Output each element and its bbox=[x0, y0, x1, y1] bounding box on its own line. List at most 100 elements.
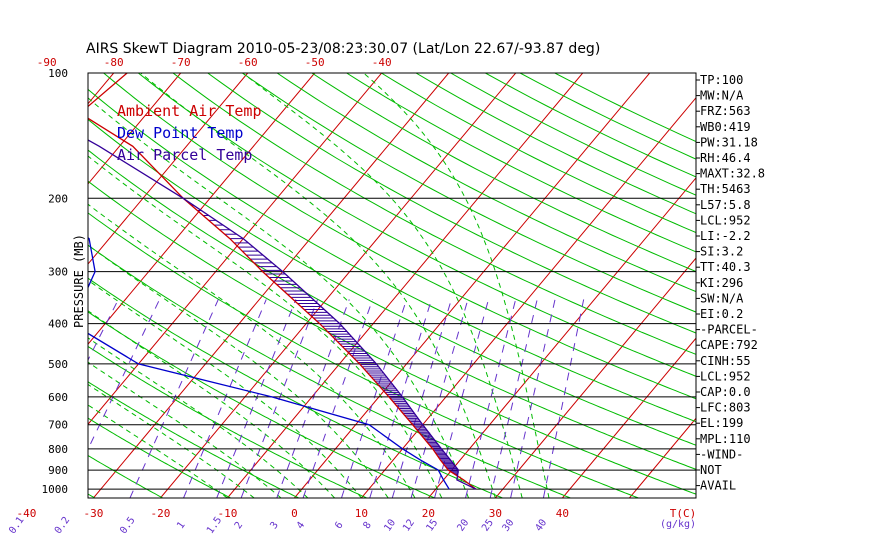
bottom-temp-tick-label: -20 bbox=[150, 507, 170, 520]
legend-entry: Ambient Air Temp bbox=[117, 102, 262, 120]
mixing-ratio-line bbox=[88, 299, 161, 451]
stability-index-label: WB0:419 bbox=[700, 120, 751, 134]
pressure-tick-label: 400 bbox=[48, 318, 68, 331]
dry-adiabat-line bbox=[88, 244, 571, 498]
top-temp-tick-label: -40 bbox=[372, 56, 392, 69]
mixing-ratio-label: 0.5 bbox=[118, 515, 137, 536]
stability-index-label: EI:0.2 bbox=[700, 307, 743, 321]
stability-index-label: MPL:110 bbox=[700, 432, 751, 446]
isotherm-line bbox=[88, 73, 182, 185]
stability-index-label: TP:100 bbox=[700, 73, 743, 87]
moist-adiabat-line bbox=[242, 73, 523, 498]
mixing-ratio-line bbox=[129, 299, 219, 498]
bottom-temp-tick-label: -40 bbox=[16, 507, 36, 520]
bottom-temp-tick-label: 0 bbox=[291, 507, 298, 520]
dry-adiabat-line bbox=[88, 381, 299, 498]
isotherm-line bbox=[428, 177, 696, 498]
top-temp-tick-label: -60 bbox=[238, 56, 258, 69]
stability-index-label: LCL:952 bbox=[700, 369, 751, 383]
mixing-ratio-label: 1 bbox=[175, 520, 187, 531]
mixing-ratio-line bbox=[391, 299, 452, 498]
stability-index-label: NOT bbox=[700, 463, 722, 477]
stability-index-label: SI:3.2 bbox=[700, 245, 743, 259]
dry-adiabat-line bbox=[172, 73, 696, 355]
bottom-temp-tick-label: -10 bbox=[217, 507, 237, 520]
dry-adiabat-line bbox=[450, 73, 696, 196]
mixing-ratio-label: 30 bbox=[501, 517, 517, 533]
dry-adiabat-line bbox=[0, 73, 27, 498]
pressure-tick-label: 100 bbox=[48, 67, 68, 80]
dry-adiabat-line bbox=[88, 345, 367, 498]
legend-entry: Dew Point Temp bbox=[117, 124, 243, 142]
bottom-temp-tick-label: 40 bbox=[556, 507, 569, 520]
stability-index-label: SW:N/A bbox=[700, 291, 744, 305]
bottom-temp-tick-label: 20 bbox=[422, 507, 435, 520]
moist-adiabat-line bbox=[88, 361, 282, 498]
moist-adiabat-line bbox=[140, 73, 496, 498]
moist-adiabat-line bbox=[88, 279, 362, 498]
stability-index-label: LCL:952 bbox=[700, 213, 751, 227]
dry-adiabat-line bbox=[88, 118, 696, 446]
plot-frame bbox=[87, 72, 697, 499]
mixing-ratio-line bbox=[434, 299, 489, 498]
mixing-ratio-label: 0.2 bbox=[53, 515, 72, 536]
stability-index-label: -PARCEL- bbox=[700, 323, 758, 337]
dry-adiabat-line bbox=[88, 149, 696, 470]
pressure-tick-label: 200 bbox=[48, 192, 68, 205]
stability-index-label: MW:N/A bbox=[700, 89, 744, 103]
dry-adiabat-line bbox=[88, 88, 696, 423]
isotherm-line bbox=[88, 73, 316, 345]
isotherm-line bbox=[361, 96, 696, 498]
top-temp-tick-label: -90 bbox=[37, 56, 57, 69]
dry-adiabat-line bbox=[88, 180, 696, 495]
mixing-ratio-label: 3 bbox=[269, 520, 281, 531]
mixing-ratio-label: 10 bbox=[382, 518, 398, 534]
parcel-temp-line bbox=[88, 139, 477, 490]
stability-index-label: CAP:0.0 bbox=[700, 385, 751, 399]
stability-index-label: RH:46.4 bbox=[700, 151, 751, 165]
stability-index-label: EL:199 bbox=[700, 416, 743, 430]
moist-adiabat-line bbox=[88, 383, 255, 498]
mixing-ratio-line bbox=[542, 299, 585, 498]
dry-adiabat-line bbox=[137, 73, 696, 377]
stability-index-label: AVAIL bbox=[700, 479, 736, 493]
moist-adiabat-line bbox=[88, 203, 416, 498]
stability-index-label: CAPE:792 bbox=[700, 338, 758, 352]
stability-index-label: PW:31.18 bbox=[700, 135, 758, 149]
dry-adiabat-line bbox=[311, 73, 696, 273]
y-axis-label: PRESSURE (MB) bbox=[72, 234, 86, 328]
ambient-temp-line bbox=[88, 73, 477, 490]
isotherm-line bbox=[294, 73, 651, 498]
dry-adiabat-line bbox=[207, 73, 696, 334]
stability-index-label: LI:-2.2 bbox=[700, 229, 751, 243]
stability-index-label: FRZ:563 bbox=[700, 104, 751, 118]
mixing-ratio-line bbox=[410, 299, 469, 498]
pressure-tick-label: 500 bbox=[48, 358, 68, 371]
mixing-ratio-unit-label: (g/kg) bbox=[660, 519, 696, 530]
mixing-ratio-label: 20 bbox=[456, 517, 472, 533]
moist-adiabat-line bbox=[88, 244, 389, 498]
stability-index-label: TH:5463 bbox=[700, 182, 751, 196]
mixing-ratio-line bbox=[489, 299, 538, 498]
pressure-tick-label: 900 bbox=[48, 464, 68, 477]
dry-adiabat-line bbox=[519, 73, 696, 160]
moist-adiabat-line bbox=[88, 155, 443, 498]
mixing-ratio-line bbox=[465, 299, 517, 498]
isotherm-line bbox=[562, 337, 696, 498]
isotherm-line bbox=[160, 73, 517, 498]
dry-adiabat-line bbox=[103, 73, 696, 400]
bottom-temp-tick-label: 10 bbox=[355, 507, 368, 520]
stability-index-label: CINH:55 bbox=[700, 354, 751, 368]
stability-index-label: MAXT:32.8 bbox=[700, 167, 765, 181]
mixing-ratio-label: 12 bbox=[401, 518, 417, 534]
pressure-tick-label: 1000 bbox=[42, 483, 69, 496]
chart-title: AIRS SkewT Diagram 2010-05-23/08:23:30.0… bbox=[86, 41, 600, 57]
isotherm-line bbox=[227, 73, 584, 498]
dry-adiabat-line bbox=[88, 311, 435, 498]
isotherm-line bbox=[88, 73, 249, 265]
mixing-ratio-label: 2 bbox=[233, 520, 245, 531]
mixing-ratio-line bbox=[510, 299, 556, 498]
mixing-ratio-line bbox=[369, 299, 432, 498]
mixing-ratio-line bbox=[340, 299, 408, 498]
